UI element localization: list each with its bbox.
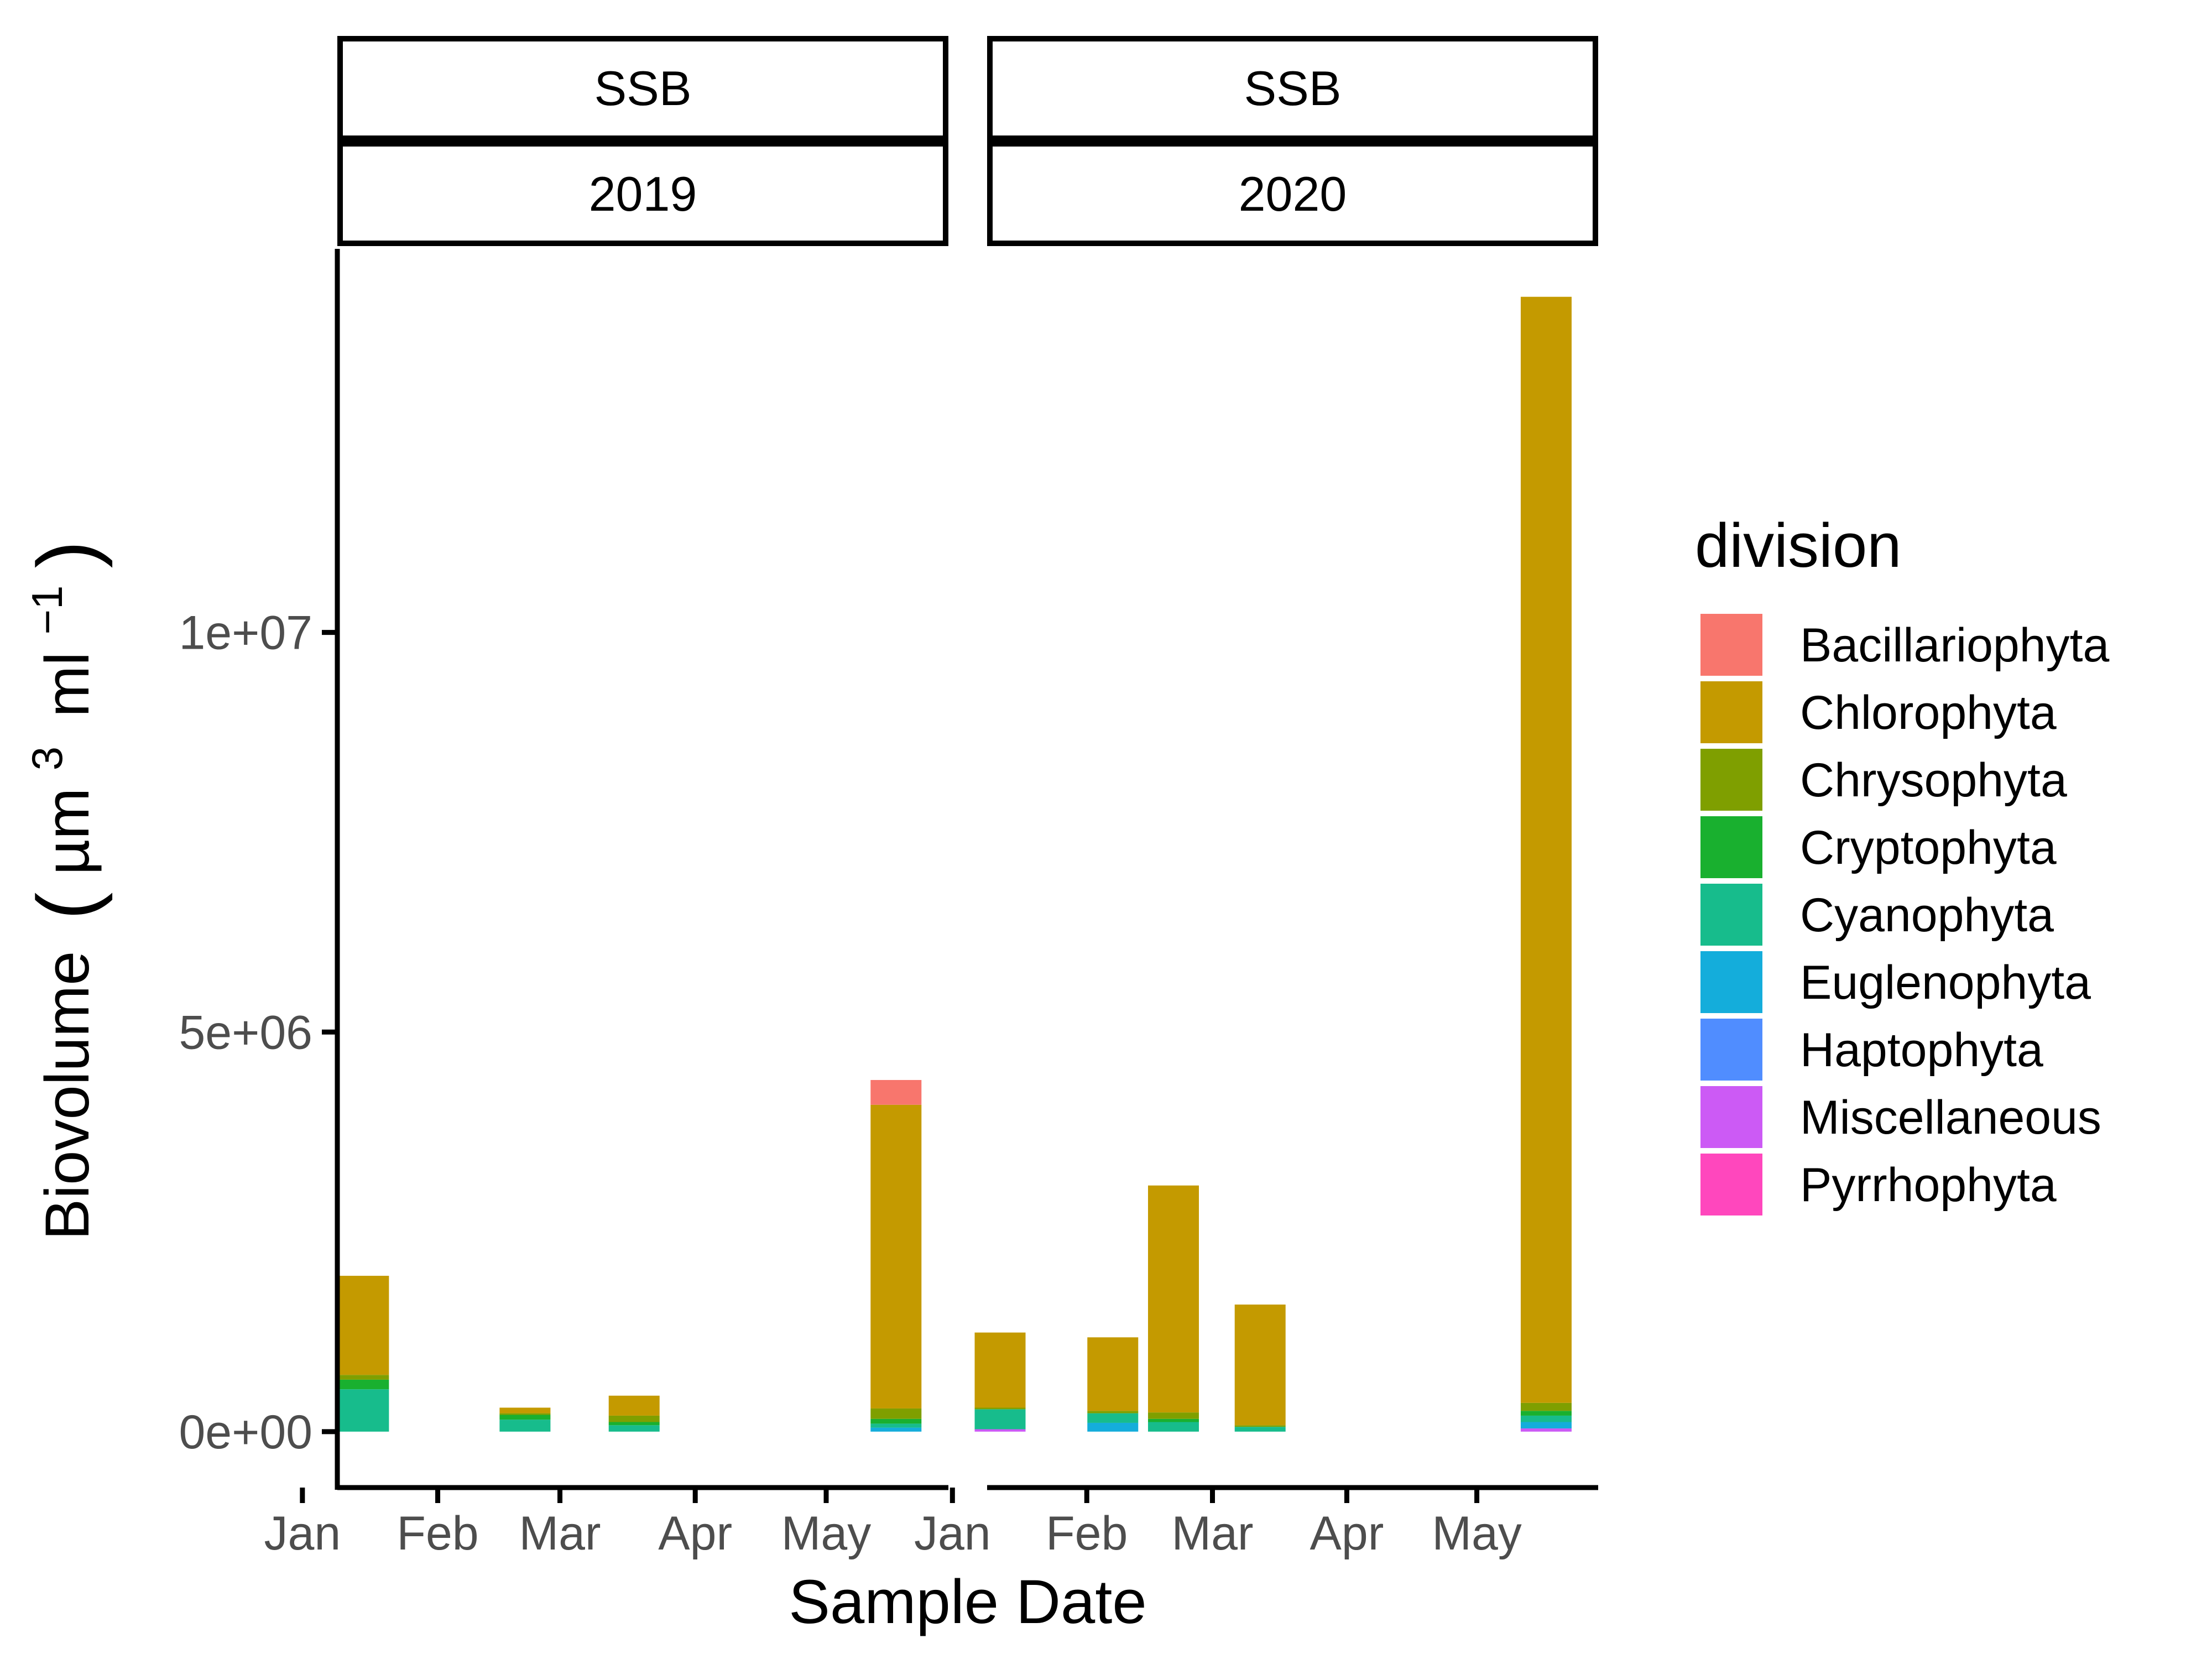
bar-segment-cryptophyta	[870, 1418, 922, 1424]
bar-segment-chrysophyta	[974, 1407, 1026, 1410]
legend-swatch	[1700, 614, 1762, 676]
legend-label: Bacillariophyta	[1800, 619, 2109, 672]
legend-item-cryptophyta: Cryptophyta	[1700, 816, 2057, 878]
legend-swatch	[1700, 749, 1762, 811]
bar-segment-chrysophyta	[499, 1413, 551, 1415]
bar-segment-chlorophyta	[974, 1332, 1026, 1408]
legend-swatch	[1700, 816, 1762, 878]
bar-segment-chlorophyta	[338, 1276, 389, 1375]
legend-item-chrysophyta: Chrysophyta	[1700, 749, 2067, 811]
facet-strip-year	[337, 141, 948, 246]
bar-segment-chlorophyta	[608, 1395, 660, 1416]
legend-title: division	[1695, 511, 1902, 580]
bar-segment-chrysophyta	[608, 1415, 660, 1422]
bar-segment-chlorophyta	[1520, 296, 1572, 1403]
svg-text:Biovolume ( µm: Biovolume ( µm 3 ml −1 )	[6, 541, 113, 1240]
bar-segment-cyanophyta	[870, 1423, 922, 1428]
x-tick-label: May	[1432, 1507, 1521, 1560]
bar-segment-chrysophyta	[870, 1408, 922, 1419]
bar-segment-chlorophyta	[1147, 1185, 1199, 1413]
facet-strip-site	[987, 36, 1598, 141]
bar-segment-cryptophyta	[1520, 1411, 1572, 1416]
bar-segment-chlorophyta	[499, 1407, 551, 1413]
bar-segment-miscellaneous	[1520, 1428, 1572, 1432]
x-tick-label: Mar	[519, 1507, 601, 1560]
bar-segment-cyanophyta	[1147, 1422, 1199, 1432]
facet-strip-site-label: SSB	[594, 61, 691, 116]
legend-item-chlorophyta: Chlorophyta	[1700, 681, 2057, 743]
legend-item-pyrrhophyta: Pyrrhophyta	[1700, 1154, 2057, 1215]
legend-swatch	[1700, 1154, 1762, 1215]
x-tick-label: Mar	[1171, 1507, 1253, 1560]
x-tick-label: Jan	[914, 1507, 991, 1560]
legend-label: Chlorophyta	[1800, 686, 2057, 739]
legend-label: Cyanophyta	[1800, 889, 2054, 942]
y-tick-label: 1e+07	[179, 607, 312, 660]
y-tick-label: 0e+00	[179, 1406, 312, 1459]
bar-segment-cryptophyta	[1147, 1418, 1199, 1422]
bar-segment-cryptophyta	[499, 1415, 551, 1420]
x-tick-label: Feb	[1046, 1507, 1128, 1560]
y-tick-label: 5e+06	[179, 1006, 312, 1059]
bar-segment-chrysophyta	[1520, 1402, 1572, 1411]
legend-swatch	[1700, 884, 1762, 946]
legend-item-cyanophyta: Cyanophyta	[1700, 884, 2054, 946]
legend-swatch	[1700, 951, 1762, 1013]
bar-segment-cyanophyta	[1087, 1413, 1139, 1423]
legend-label: Cryptophyta	[1800, 821, 2057, 874]
legend-label: Chrysophyta	[1800, 754, 2067, 807]
legend-swatch	[1700, 681, 1762, 743]
x-axis-title: Sample Date	[789, 1567, 1146, 1636]
bars-2020	[974, 296, 1572, 1432]
bar-segment-cyanophyta	[338, 1389, 389, 1432]
legend-label: Haptophyta	[1800, 1024, 2043, 1077]
legend: division Bacillariophyta Chlorophyta Chrys…	[1695, 511, 2109, 1215]
bar-segment-chlorophyta	[1234, 1305, 1286, 1426]
bar-segment-cyanophyta	[974, 1409, 1026, 1430]
legend-item-miscellaneous: Miscellaneous	[1700, 1086, 2101, 1148]
legend-item-haptophyta: Haptophyta	[1700, 1019, 2043, 1081]
legend-item-bacillariophyta: Bacillariophyta	[1700, 614, 2109, 676]
bar-segment-cryptophyta	[608, 1422, 660, 1426]
x-tick-label: Apr	[1310, 1507, 1384, 1560]
bar-segment-euglenophyta	[1520, 1422, 1572, 1429]
x-tick-label: May	[781, 1507, 871, 1560]
x-tick-label: Apr	[658, 1507, 732, 1560]
bar-segment-miscellaneous	[974, 1429, 1026, 1432]
bar-segment-cyanophyta	[608, 1425, 660, 1432]
bar-segment-chrysophyta	[1147, 1412, 1199, 1419]
x-tick-label: Feb	[397, 1507, 478, 1560]
bar-segment-chrysophyta	[1087, 1411, 1139, 1413]
bar-segment-cyanophyta	[1234, 1427, 1286, 1432]
bars-2019	[338, 1079, 922, 1432]
facet-strip-year-label: 2019	[589, 166, 697, 221]
bar-segment-chrysophyta	[338, 1375, 389, 1380]
bar-segment-euglenophyta	[870, 1427, 922, 1432]
bar-segment-chlorophyta	[870, 1104, 922, 1408]
facet-panel-2019: SSB 2019 Jan Feb Mar Apr May 0e+00 5e+06 1e+07	[179, 36, 948, 1560]
legend-label: Miscellaneous	[1800, 1091, 2101, 1144]
facet-strip-year-label: 2020	[1239, 166, 1347, 221]
bar-segment-cyanophyta	[1520, 1415, 1572, 1422]
legend-label: Euglenophyta	[1800, 956, 2091, 1009]
bar-segment-bacillariophyta	[870, 1079, 922, 1105]
facet-strip-site	[337, 36, 948, 141]
facet-strip-site-label: SSB	[1244, 61, 1341, 116]
legend-swatch	[1700, 1086, 1762, 1148]
legend-swatch	[1700, 1019, 1762, 1081]
facet-panel-2020: SSB 2020 Jan Feb Mar Apr May	[914, 36, 1598, 1560]
legend-item-euglenophyta: Euglenophyta	[1700, 951, 2091, 1013]
bar-segment-chrysophyta	[1234, 1425, 1286, 1427]
x-tick-label: Jan	[264, 1507, 341, 1560]
legend-label: Pyrrhophyta	[1800, 1159, 2057, 1212]
bar-segment-cyanophyta	[499, 1420, 551, 1432]
y-axis-title: Biovolume ( µm 3 ml −1 )	[6, 541, 113, 1240]
bar-segment-euglenophyta	[1087, 1422, 1139, 1432]
y-axis-title-main: Biovolume	[33, 951, 102, 1240]
facet-strip-year	[987, 141, 1598, 246]
bar-segment-chlorophyta	[1087, 1337, 1139, 1411]
bar-segment-cryptophyta	[338, 1379, 389, 1390]
